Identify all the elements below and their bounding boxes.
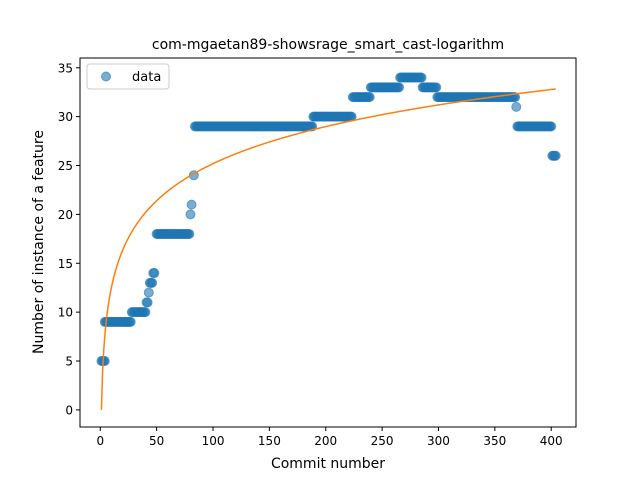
y-tick-label: 20 — [58, 208, 73, 222]
data-point — [147, 277, 158, 288]
x-tick-label: 200 — [314, 434, 337, 448]
x-tick-label: 250 — [371, 434, 394, 448]
legend-marker-data — [101, 71, 111, 82]
y-axis-label: Number of instance of a feature — [31, 130, 47, 354]
data-point — [125, 316, 136, 327]
data-point — [143, 287, 154, 298]
data-point — [416, 72, 427, 83]
x-axis: 0 50 100 150 200 250 300 350 400 — [96, 427, 563, 448]
data-point — [511, 101, 522, 112]
x-axis-label: Commit number — [271, 456, 385, 472]
data-point — [149, 268, 160, 279]
y-tick-label: 35 — [58, 61, 73, 75]
x-tick-label: 150 — [258, 434, 281, 448]
data-point — [99, 356, 110, 367]
data-point — [185, 209, 196, 220]
legend-box — [86, 63, 170, 90]
x-tick-label: 0 — [96, 434, 104, 448]
x-tick-label: 300 — [427, 434, 450, 448]
y-tick-label: 10 — [58, 306, 73, 320]
data-point — [431, 82, 442, 93]
x-tick-label: 400 — [540, 434, 563, 448]
data-point — [140, 307, 151, 318]
data-point — [142, 297, 153, 308]
x-tick-label: 100 — [202, 434, 225, 448]
data-point — [364, 92, 375, 103]
axes-frame — [79, 57, 577, 428]
y-tick-label: 0 — [65, 403, 73, 417]
data-point — [550, 150, 561, 161]
plot-area — [96, 72, 561, 410]
data-point — [184, 228, 195, 239]
y-axis: 0 5 10 15 20 25 30 35 — [58, 61, 80, 417]
data-point — [546, 121, 557, 132]
legend: data — [86, 63, 170, 90]
fit-line — [100, 88, 556, 410]
data-point — [186, 199, 197, 210]
x-tick-label: 50 — [149, 434, 164, 448]
x-tick-label: 350 — [483, 434, 506, 448]
chart-title: com-mgaetan89-showsrage_smart_cast-logar… — [152, 37, 504, 53]
data-point — [394, 82, 405, 93]
y-tick-label: 25 — [58, 159, 73, 173]
y-tick-label: 15 — [58, 257, 73, 271]
legend-label-data: data — [132, 70, 161, 85]
y-tick-label: 5 — [65, 355, 73, 369]
y-tick-label: 30 — [58, 110, 73, 124]
